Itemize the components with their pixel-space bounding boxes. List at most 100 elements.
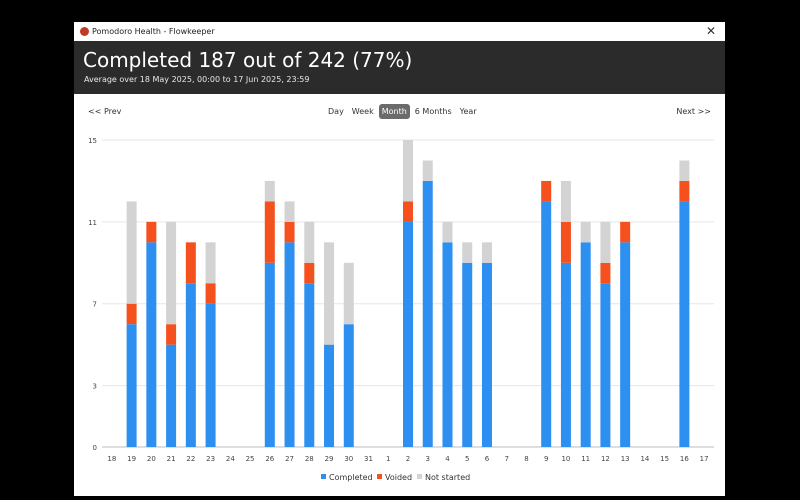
bar-segment: [580, 221, 591, 243]
bar-segment: [146, 221, 157, 243]
y-tick-label: 3: [93, 383, 97, 391]
x-tick-label: 24: [226, 455, 235, 463]
bar-segment: [166, 324, 177, 345]
period-nav: << Prev Day Week Month 6 Months Year Nex…: [74, 104, 725, 120]
headline: Completed 187 out of 242 (77%): [83, 48, 413, 72]
title-bar: Pomodoro Health - Flowkeeper ✕: [74, 22, 725, 41]
legend-label: Completed: [329, 473, 373, 482]
x-tick-label: 30: [344, 455, 353, 463]
window-title: Pomodoro Health - Flowkeeper: [92, 27, 215, 36]
bar-segment: [481, 262, 492, 447]
x-tick-label: 17: [700, 455, 709, 463]
summary-header: Completed 187 out of 242 (77%) Average o…: [74, 41, 725, 94]
legend-swatch: [417, 474, 422, 479]
bar-segment: [560, 262, 571, 447]
bar-segment: [304, 221, 315, 263]
bar-segment: [343, 324, 354, 447]
tab-week[interactable]: Week: [351, 107, 374, 116]
x-tick-label: 26: [265, 455, 274, 463]
bar-segment: [304, 283, 315, 447]
x-tick-label: 25: [246, 455, 255, 463]
x-tick-label: 13: [621, 455, 630, 463]
bar-segment: [541, 201, 552, 447]
bar-segment: [304, 262, 315, 284]
x-tick-label: 9: [544, 455, 548, 463]
tab-month[interactable]: Month: [378, 104, 410, 119]
y-tick-label: 11: [88, 219, 97, 227]
tab-year[interactable]: Year: [459, 107, 477, 116]
bar-segment: [422, 180, 433, 447]
x-tick-label: 5: [465, 455, 469, 463]
x-tick-label: 18: [107, 455, 116, 463]
x-tick-label: 8: [524, 455, 528, 463]
legend-label: Not started: [425, 473, 470, 482]
bar-segment: [600, 262, 611, 284]
bar-segment: [264, 180, 275, 202]
tab-6-months[interactable]: 6 Months: [414, 107, 452, 116]
bar-segment: [679, 201, 690, 447]
legend-swatch: [321, 474, 326, 479]
bar-segment: [560, 221, 571, 263]
bar-segment: [284, 201, 295, 222]
x-tick-label: 23: [206, 455, 215, 463]
tab-day[interactable]: Day: [328, 107, 344, 116]
bar-segment: [284, 221, 295, 243]
x-tick-label: 15: [660, 455, 669, 463]
period-tabs: Day Week Month 6 Months Year: [325, 104, 480, 119]
bar-segment: [284, 242, 295, 447]
bar-segment: [146, 242, 157, 447]
bar-segment: [403, 221, 413, 447]
bar-segment: [264, 262, 275, 447]
y-tick-label: 0: [93, 444, 97, 452]
bar-segment: [600, 283, 611, 447]
bar-segment: [205, 303, 216, 447]
x-tick-label: 31: [364, 455, 373, 463]
x-tick-label: 7: [504, 455, 508, 463]
x-tick-label: 12: [601, 455, 610, 463]
bar-segment: [580, 242, 591, 447]
bar-segment: [324, 344, 335, 447]
x-tick-label: 19: [127, 455, 136, 463]
bar-segment: [264, 201, 275, 263]
subline: Average over 18 May 2025, 00:00 to 17 Ju…: [84, 75, 310, 84]
x-tick-label: 21: [167, 455, 176, 463]
bar-segment: [422, 160, 433, 181]
bar-segment: [126, 201, 137, 304]
bar-segment: [166, 344, 177, 447]
bar-segment: [560, 180, 571, 222]
prev-button[interactable]: << Prev: [88, 107, 122, 116]
x-tick-label: 14: [640, 455, 649, 463]
app-window: Pomodoro Health - Flowkeeper ✕ Completed…: [74, 22, 725, 496]
bar-segment: [185, 283, 196, 447]
x-tick-label: 28: [305, 455, 314, 463]
bar-segment: [166, 221, 177, 325]
x-tick-label: 10: [561, 455, 570, 463]
x-tick-label: 16: [680, 455, 689, 463]
bar-segment: [679, 160, 690, 181]
next-button[interactable]: Next >>: [676, 107, 711, 116]
bar-segment: [620, 221, 631, 243]
bar-segment: [403, 140, 413, 202]
bar-segment: [126, 303, 137, 325]
x-tick-label: 3: [426, 455, 430, 463]
bar-segment: [620, 242, 631, 447]
y-tick-label: 15: [88, 137, 97, 145]
bar-segment: [185, 242, 196, 284]
bar-segment: [442, 221, 453, 243]
x-tick-label: 29: [325, 455, 334, 463]
bar-segment: [205, 242, 216, 284]
legend-swatch: [377, 474, 382, 479]
bar-segment: [679, 180, 690, 202]
legend-label: Voided: [385, 473, 412, 482]
bar-segment: [442, 242, 453, 447]
bar-segment: [343, 262, 354, 325]
bar-segment: [481, 242, 492, 263]
x-tick-label: 6: [485, 455, 490, 463]
x-tick-label: 1: [386, 455, 390, 463]
x-tick-label: 2: [406, 455, 410, 463]
x-tick-label: 22: [186, 455, 195, 463]
close-icon[interactable]: ✕: [705, 24, 717, 38]
tomato-icon: [80, 27, 89, 36]
y-tick-label: 7: [93, 301, 97, 309]
x-tick-label: 11: [581, 455, 590, 463]
